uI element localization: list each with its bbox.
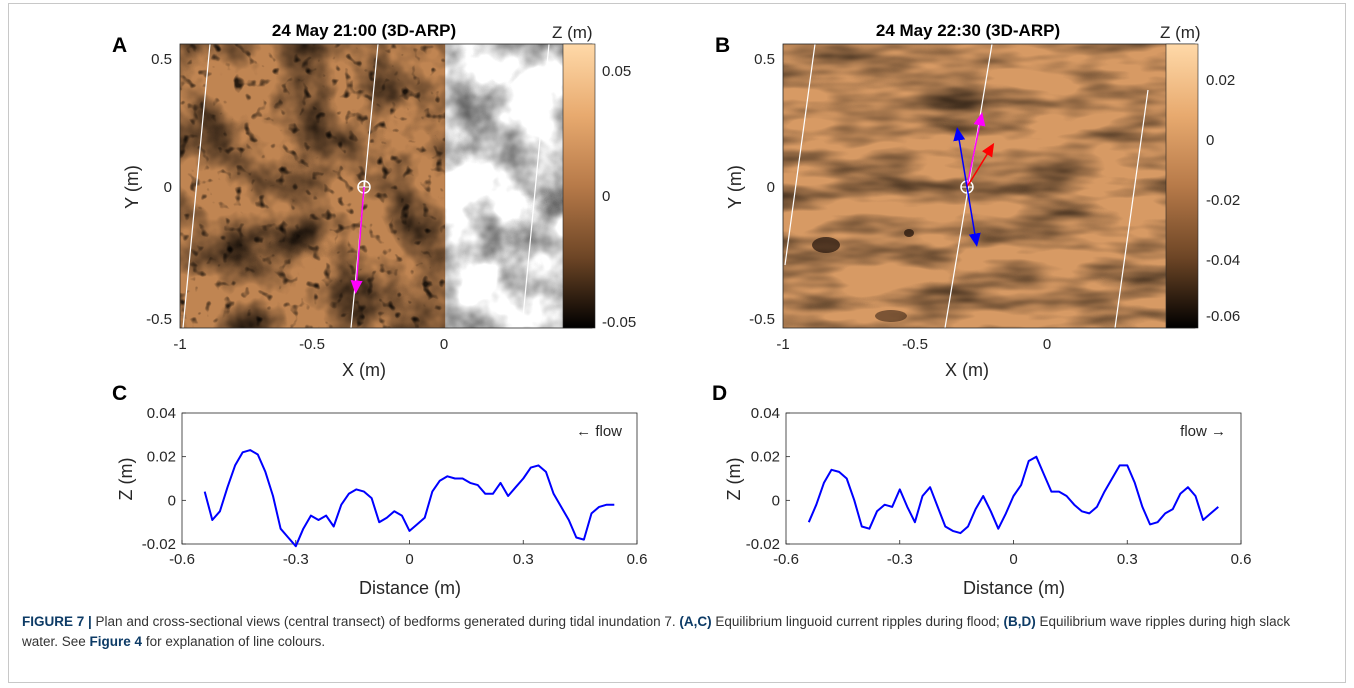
figure-reference-link[interactable]: Figure 4 [89,634,143,649]
y-tick: -0.5 [749,311,775,328]
colorbar-tick: 0.05 [602,63,631,80]
transect-line-left [182,44,211,328]
panel-d-axes-box [785,412,1242,545]
transect-line-right [1114,89,1149,329]
y-tick: 0.5 [151,51,172,68]
panel-d-label: D [712,382,727,405]
panel-a-title: 24 May 21:00 (3D-ARP) [272,21,456,40]
x-tick-label: 0.3 [1117,551,1138,568]
x-tick-label: 0.3 [513,551,534,568]
y-axis-label: Z (m) [724,458,744,501]
profile-line [203,449,615,548]
panel-b: B 24 May 22:30 (3D-ARP) 0.5 0 -0.5 -1 -0… [715,21,1240,380]
colorbar-tick: -0.05 [602,314,636,331]
y-tick-label: 0 [772,492,780,509]
x-tick: -1 [173,336,186,353]
y-tick-label: 0.04 [147,405,176,422]
x-axis-label: Distance (m) [359,578,461,598]
caption-text: Equilibrium linguoid current ripples dur… [711,614,1004,629]
panel-b-colorbar [1166,44,1198,328]
y-tick-label: 0.02 [147,449,176,466]
colorbar-tick: 0 [1206,132,1214,149]
y-tick: -0.5 [146,311,172,328]
panel-a-bedform-map [180,44,445,328]
caption-text: Plan and cross-sectional views (central … [91,614,680,629]
panel-d-line-chart: D Distance (m) Z (m) flow → -0.6 -0.3 0 0.3… [712,382,1251,598]
flow-annotation: flow → [1180,423,1226,440]
transect-line-center [944,43,993,329]
colorbar-tick: 0.02 [1206,72,1235,89]
caption-text: Equilibrium wave ripples during high sla… [22,614,1291,649]
y-tick: 0 [164,179,172,196]
caption-ref: (B,D) [1003,614,1036,629]
colorbar-tick: 0 [602,188,610,205]
blue-arrow-down [966,186,981,247]
y-tick-label: 0.04 [751,405,780,422]
panel-b-label: B [715,34,730,57]
transect-line-left [784,43,816,266]
colorbar-label: Z (m) [1160,23,1201,42]
x-axis-label: X (m) [945,360,989,380]
x-tick: 0 [440,336,448,353]
figure-frame [8,3,1346,683]
panel-b-title: 24 May 22:30 (3D-ARP) [876,21,1060,40]
figure-caption: FIGURE 7 | Plan and cross-sectional view… [22,612,1322,652]
figure-label: FIGURE 7 | [22,614,92,629]
x-tick-label: 0.6 [1231,551,1252,568]
x-tick-label: 0 [405,551,413,568]
colorbar-tick: -0.02 [1206,192,1240,209]
y-tick-label: -0.02 [142,536,176,553]
panel-a: A 24 May 21:00 (3D-ARP) 0.5 0 -0.5 -1 -0… [112,21,636,380]
x-tick: -0.5 [902,336,928,353]
flow-annotation: ← flow [576,423,622,440]
y-axis-label: Y (m) [122,165,142,209]
panel-a-colorbar [563,44,595,328]
panel-a-label: A [112,34,127,57]
x-tick-label: -0.6 [773,551,799,568]
x-tick: -0.5 [299,336,325,353]
y-tick: 0.5 [754,51,775,68]
profile-line [807,455,1219,535]
figure-graphic: A 24 May 21:00 (3D-ARP) 0.5 0 -0.5 -1 -0… [112,21,1251,598]
colorbar-tick: -0.04 [1206,252,1240,269]
x-tick-label: -0.6 [169,551,195,568]
caption-text: for explanation of line colours. [142,634,326,649]
x-axis-label: Distance (m) [963,578,1065,598]
panel-c-axes-box [181,412,638,545]
red-arrow [966,142,995,188]
x-tick-label: 0.6 [627,551,648,568]
x-tick: -1 [776,336,789,353]
x-tick-label: -0.3 [283,551,309,568]
x-tick-label: -0.3 [887,551,913,568]
magenta-arrow [966,112,986,188]
y-tick-label: -0.02 [746,536,780,553]
caption-ref: (A,C) [679,614,712,629]
panel-c-label: C [112,382,127,405]
y-tick-label: 0.02 [751,449,780,466]
colorbar-tick: -0.06 [1206,308,1240,325]
y-axis-label: Z (m) [116,458,136,501]
x-tick: 0 [1043,336,1051,353]
x-tick-label: 0 [1009,551,1017,568]
y-tick-label: 0 [168,492,176,509]
blue-arrow-up [953,127,968,188]
y-tick: 0 [767,179,775,196]
y-axis-label: Y (m) [725,165,745,209]
panel-b-bedform-map [783,43,1195,329]
magenta-arrow [350,186,365,294]
panel-c-line-chart: C Distance (m) Z (m) ← flow -0.6 -0.3 0 0.3… [112,382,647,598]
x-axis-label: X (m) [342,360,386,380]
colorbar-label: Z (m) [552,23,593,42]
